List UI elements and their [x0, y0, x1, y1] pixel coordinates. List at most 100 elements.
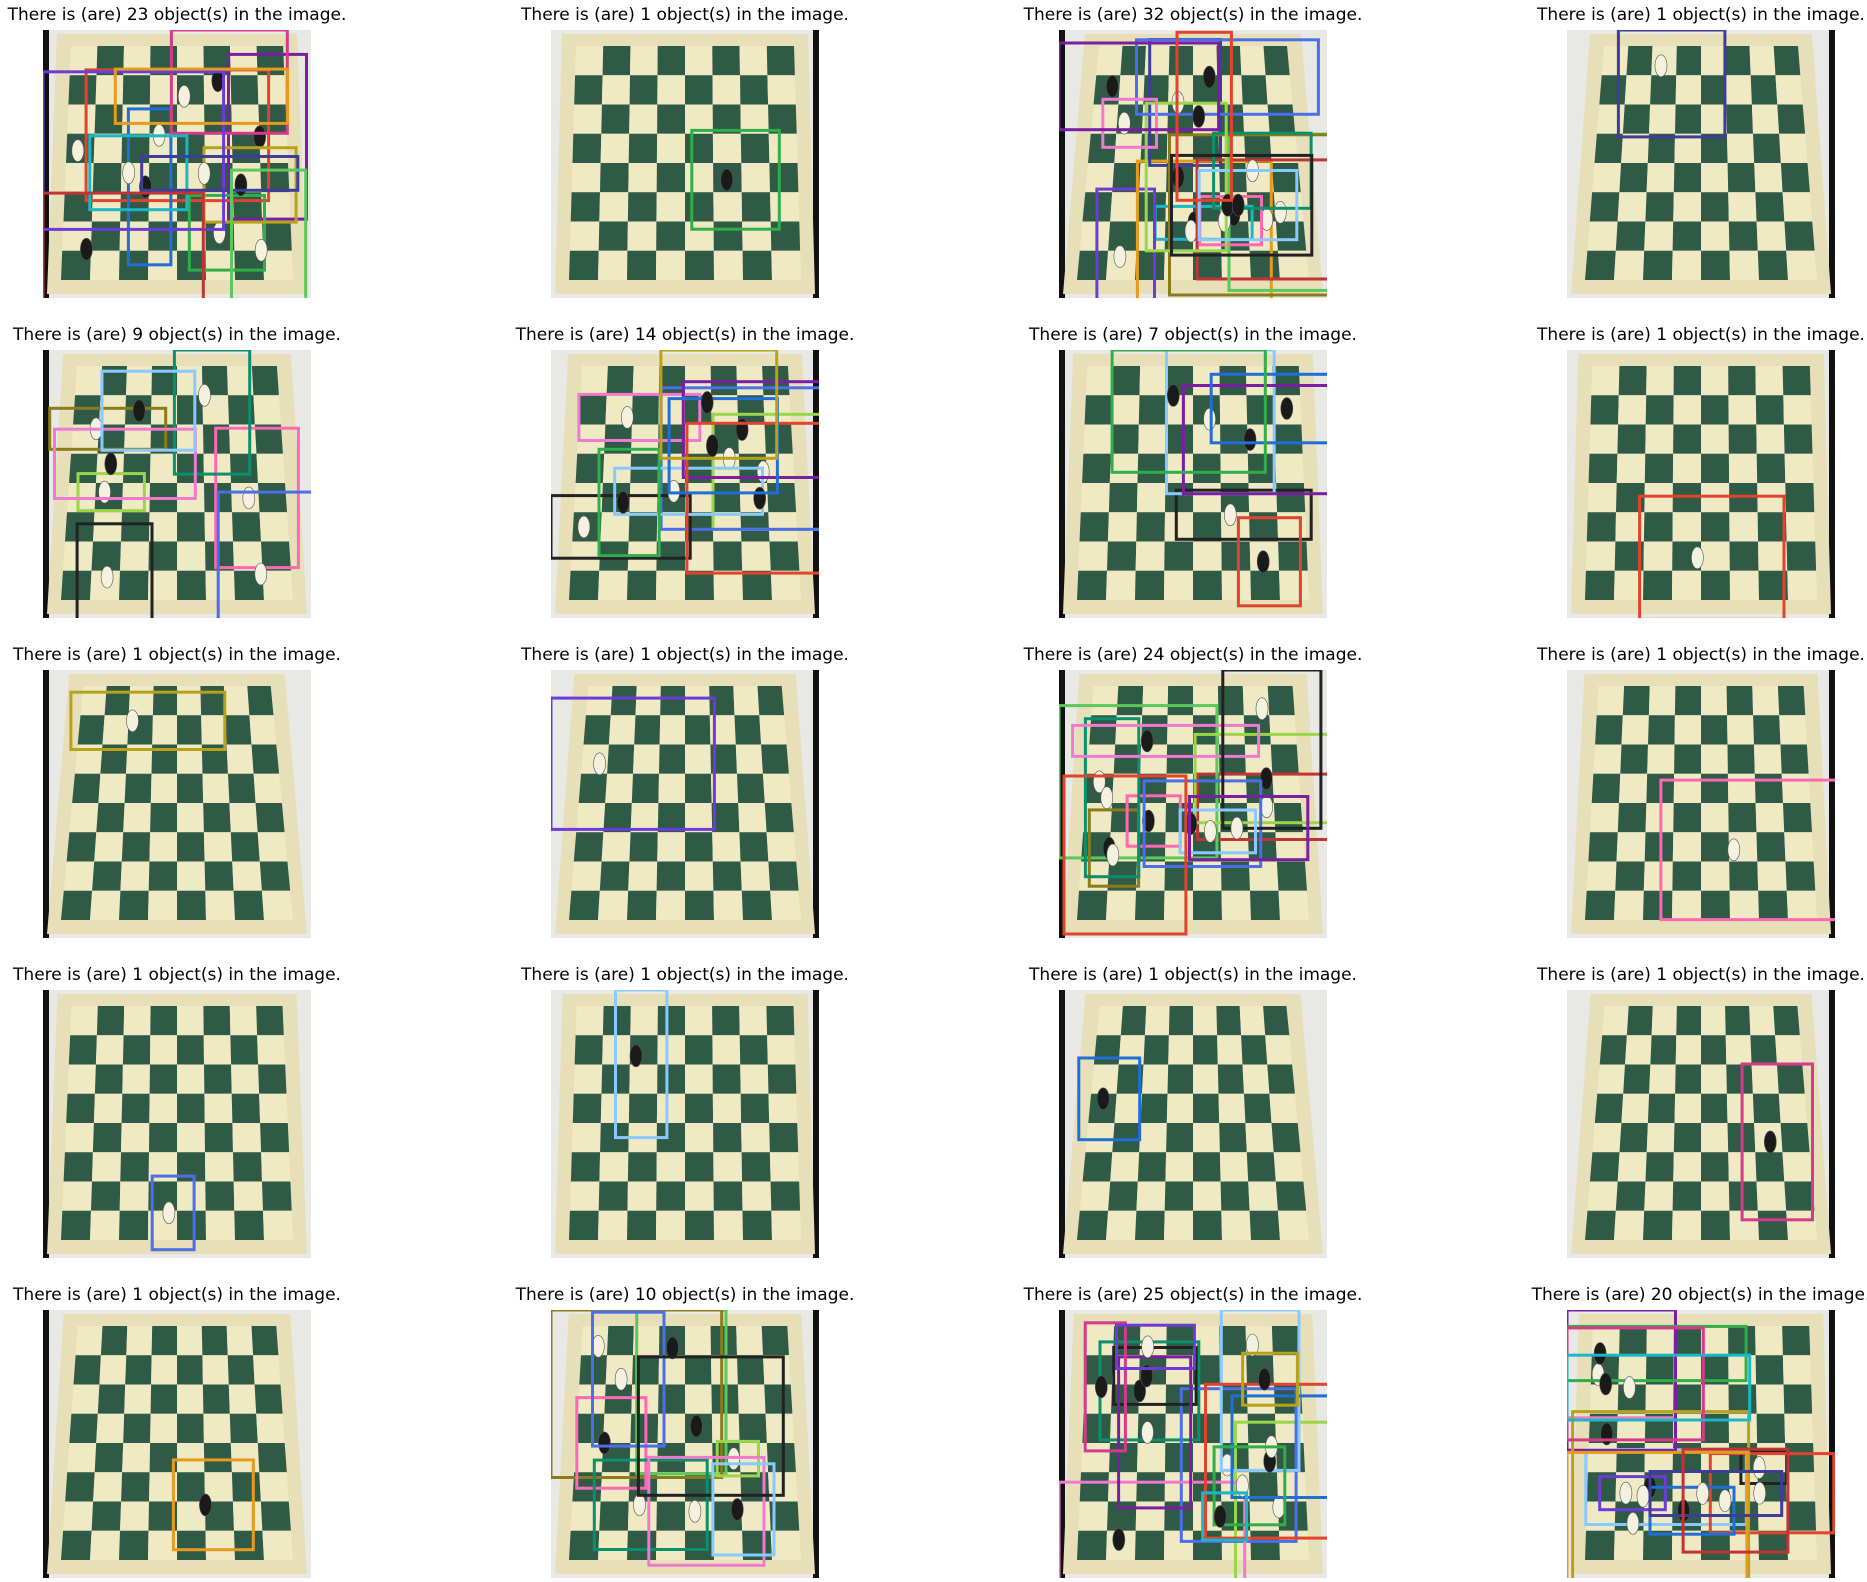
chess-piece [1280, 397, 1294, 420]
chess-piece [104, 452, 118, 476]
bounding-box [1115, 1323, 1196, 1370]
chess-piece [1224, 503, 1237, 527]
bounding-box [43, 191, 205, 298]
bounding-box [1236, 516, 1302, 608]
panel-title: There is (are) 1 object(s) in the image. [521, 965, 849, 985]
chess-piece [80, 237, 93, 261]
bounding-box [575, 1396, 648, 1490]
chess-piece [1204, 820, 1217, 843]
chessboard-photo [1567, 990, 1835, 1258]
chess-piece [1192, 105, 1205, 128]
bounding-box [1170, 153, 1314, 257]
chess-piece [1599, 1372, 1613, 1396]
bounding-box [75, 522, 154, 618]
chess-piece [1231, 193, 1245, 217]
chess-piece [1203, 407, 1216, 431]
chessboard-photo [43, 350, 311, 618]
panel-title: There is (are) 1 object(s) in the image. [1029, 965, 1357, 985]
chess-piece [1274, 201, 1287, 224]
chess-piece [1243, 428, 1257, 451]
bounding-box [635, 1310, 728, 1476]
chess-piece [132, 399, 146, 423]
chessboard-photo-graphic [43, 670, 311, 938]
bounding-box [681, 380, 819, 480]
chess-piece [177, 85, 191, 108]
chess-piece [198, 383, 211, 407]
chess-piece [591, 1334, 605, 1358]
chess-piece [1100, 786, 1114, 809]
bounding-box [551, 696, 716, 831]
bounding-box [1083, 717, 1141, 879]
bounding-box [187, 193, 266, 272]
bounding-box [1142, 779, 1263, 868]
bounding-box [1638, 494, 1786, 618]
chess-piece [1764, 1130, 1777, 1154]
chess-piece [1696, 1482, 1709, 1505]
bounding-box [53, 427, 197, 500]
bounding-box [1204, 1382, 1327, 1540]
chess-piece [616, 491, 630, 514]
chess-piece [253, 125, 266, 149]
chess-piece [753, 486, 766, 510]
chess-piece [1094, 1375, 1108, 1399]
chessboard-photo-graphic [43, 990, 311, 1258]
chessboard-photo-graphic [1567, 670, 1835, 938]
chess-piece [593, 752, 606, 776]
chess-piece [1272, 1495, 1286, 1519]
panel-title: There is (are) 1 object(s) in the image. [1537, 325, 1865, 345]
panel-title: There is (are) 10 object(s) in the image… [515, 1285, 855, 1305]
panel-title: There is (are) 23 object(s) in the image… [7, 5, 347, 25]
bounding-box [1616, 30, 1727, 139]
chess-piece [197, 162, 211, 185]
chessboard-photo-graphic [1567, 30, 1835, 298]
chess-piece [1753, 1481, 1766, 1505]
chess-piece [1246, 1333, 1259, 1357]
panel-title: There is (are) 32 object(s) in the image… [1023, 5, 1363, 25]
bounding-box [1598, 1475, 1667, 1512]
chessboard-photo [1567, 1310, 1835, 1578]
bounding-box [551, 1310, 724, 1479]
chessboard-photo-graphic [551, 990, 819, 1258]
chessboard-photo [1567, 350, 1835, 618]
chess-piece [1727, 838, 1741, 862]
chessboard-photo-graphic [551, 670, 819, 938]
chess-piece [690, 1414, 703, 1438]
chessboard-photo-graphic [1567, 990, 1835, 1258]
bounding-box [597, 447, 661, 558]
bounding-box [1201, 1491, 1249, 1542]
bounding-box [1083, 1321, 1127, 1453]
bounding-box [1567, 1326, 1705, 1442]
bounding-box [1571, 1410, 1751, 1578]
chessboard-photo-graphic [1059, 350, 1327, 618]
bounding-box [711, 1462, 776, 1557]
bounding-box [636, 1355, 785, 1497]
bounding-box [126, 107, 173, 267]
bounding-box [592, 1458, 709, 1552]
chess-piece [1636, 1484, 1650, 1508]
chess-piece [720, 168, 734, 192]
chess-piece [700, 391, 714, 414]
chessboard-photo [551, 990, 819, 1258]
bounding-box [1144, 101, 1228, 253]
chess-piece [688, 1500, 702, 1523]
bounding-box [591, 1310, 666, 1448]
bounding-box [88, 134, 189, 212]
bounding-box [1212, 1445, 1287, 1527]
chess-piece [1105, 75, 1119, 98]
bounding-box [1178, 808, 1257, 855]
chessboard-photo-graphic [1059, 670, 1327, 938]
chess-piece [1593, 1342, 1607, 1365]
bounding-box [1188, 795, 1310, 862]
chessboard-photo [551, 30, 819, 298]
chessboard-photo-graphic [43, 350, 311, 618]
panel-title: There is (are) 1 object(s) in the image. [1537, 965, 1865, 985]
bounding-box [216, 490, 311, 618]
chess-piece [199, 1493, 212, 1517]
chessboard-photo [1567, 30, 1835, 298]
bounding-box [1101, 97, 1158, 149]
chess-piece [242, 486, 256, 510]
chessboard-photo-graphic [1059, 990, 1327, 1258]
chess-piece [1600, 1422, 1614, 1446]
chess-piece [1256, 550, 1270, 573]
panel-title: There is (are) 1 object(s) in the image. [13, 1285, 341, 1305]
